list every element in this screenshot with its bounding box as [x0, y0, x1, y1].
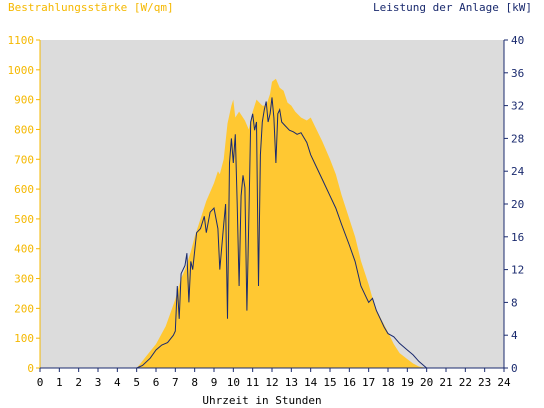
- right-tick-label: 8: [511, 296, 518, 309]
- x-tick-label: 15: [323, 376, 336, 389]
- right-axis-title: Leistung der Anlage [kW]: [373, 1, 532, 14]
- x-tick-label: 21: [439, 376, 452, 389]
- right-tick-label: 32: [511, 100, 524, 113]
- right-tick-label: 28: [511, 132, 524, 145]
- x-tick-label: 17: [362, 376, 375, 389]
- x-tick-label: 11: [246, 376, 259, 389]
- x-tick-label: 6: [153, 376, 160, 389]
- x-tick-label: 3: [95, 376, 102, 389]
- right-tick-label: 36: [511, 67, 524, 80]
- left-tick-label: 200: [14, 302, 34, 315]
- x-tick-label: 7: [172, 376, 179, 389]
- right-tick-label: 12: [511, 264, 524, 277]
- x-tick-label: 19: [401, 376, 414, 389]
- x-tick-label: 20: [420, 376, 433, 389]
- left-axis-title: Bestrahlungsstärke [W/qm]: [8, 1, 174, 14]
- right-axis-ticks: 0 4 8 12 16 20 24 28 32 36 40: [504, 34, 525, 375]
- left-tick-label: 600: [14, 183, 34, 196]
- left-axis-ticks: 0 100 200 300 400 500 600 700 800 900 1000 1100: [8, 34, 40, 375]
- right-tick-label: 20: [511, 198, 524, 211]
- x-axis-ticks: 0 1 2 3 4 5 6 7 8 9 10 11 12 13 14 15 16 17 18 19 20 21 22 23 24: [37, 368, 511, 389]
- x-tick-label: 14: [304, 376, 318, 389]
- x-tick-label: 8: [191, 376, 198, 389]
- x-tick-label: 4: [114, 376, 121, 389]
- right-tick-label: 24: [511, 165, 525, 178]
- left-tick-label: 500: [14, 213, 34, 226]
- left-tick-label: 1000: [8, 64, 35, 77]
- right-tick-label: 4: [511, 329, 518, 342]
- left-tick-label: 700: [14, 153, 34, 166]
- x-tick-label: 2: [75, 376, 82, 389]
- x-tick-label: 16: [343, 376, 356, 389]
- x-tick-label: 9: [211, 376, 218, 389]
- left-tick-label: 300: [14, 273, 34, 286]
- left-tick-label: 100: [14, 332, 34, 345]
- right-tick-label: 16: [511, 231, 524, 244]
- left-tick-label: 900: [14, 94, 34, 107]
- x-tick-label: 5: [133, 376, 140, 389]
- left-tick-label: 800: [14, 123, 34, 136]
- left-tick-label: 1100: [8, 34, 35, 47]
- irradiance-area: [40, 78, 504, 369]
- x-tick-label: 22: [459, 376, 472, 389]
- power-line: [40, 97, 504, 369]
- left-tick-label: 0: [27, 362, 34, 375]
- x-tick-label: 1: [56, 376, 63, 389]
- x-tick-label: 12: [265, 376, 278, 389]
- x-tick-label: 24: [497, 376, 511, 389]
- x-tick-label: 13: [285, 376, 298, 389]
- x-tick-label: 10: [227, 376, 240, 389]
- x-tick-label: 0: [37, 376, 44, 389]
- right-tick-label: 0: [511, 362, 518, 375]
- right-tick-label: 40: [511, 34, 524, 47]
- x-tick-label: 23: [478, 376, 491, 389]
- x-axis-title: Uhrzeit in Stunden: [202, 394, 321, 407]
- left-tick-label: 400: [14, 243, 34, 256]
- x-tick-label: 18: [381, 376, 394, 389]
